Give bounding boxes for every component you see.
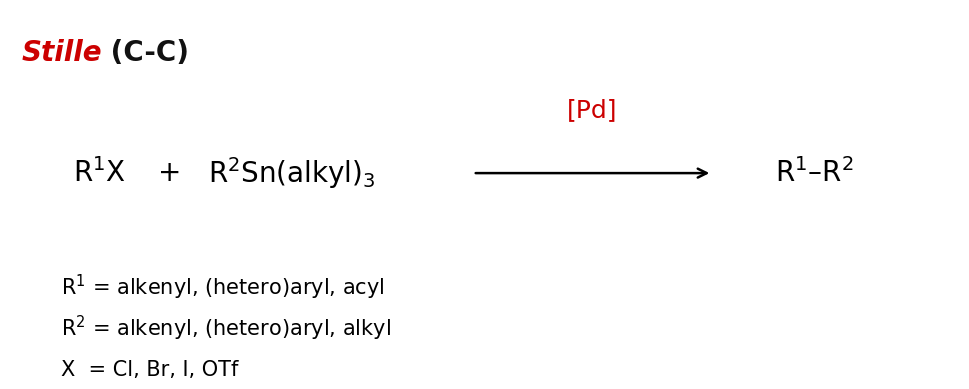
Text: X  = Cl, Br, I, OTf: X = Cl, Br, I, OTf bbox=[61, 359, 238, 380]
Text: R$^2$Sn(alkyl)$_3$: R$^2$Sn(alkyl)$_3$ bbox=[208, 155, 376, 191]
Text: +: + bbox=[158, 159, 181, 187]
Text: R$^1$X: R$^1$X bbox=[73, 158, 126, 188]
Text: R$^1$–R$^2$: R$^1$–R$^2$ bbox=[775, 158, 854, 188]
Text: [Pd]: [Pd] bbox=[567, 98, 618, 123]
Text: Stille: Stille bbox=[21, 39, 102, 67]
Text: (C-C): (C-C) bbox=[101, 39, 189, 67]
Text: R$^2$ = alkenyl, (hetero)aryl, alkyl: R$^2$ = alkenyl, (hetero)aryl, alkyl bbox=[61, 314, 391, 343]
Text: R$^1$ = alkenyl, (hetero)aryl, acyl: R$^1$ = alkenyl, (hetero)aryl, acyl bbox=[61, 273, 385, 303]
